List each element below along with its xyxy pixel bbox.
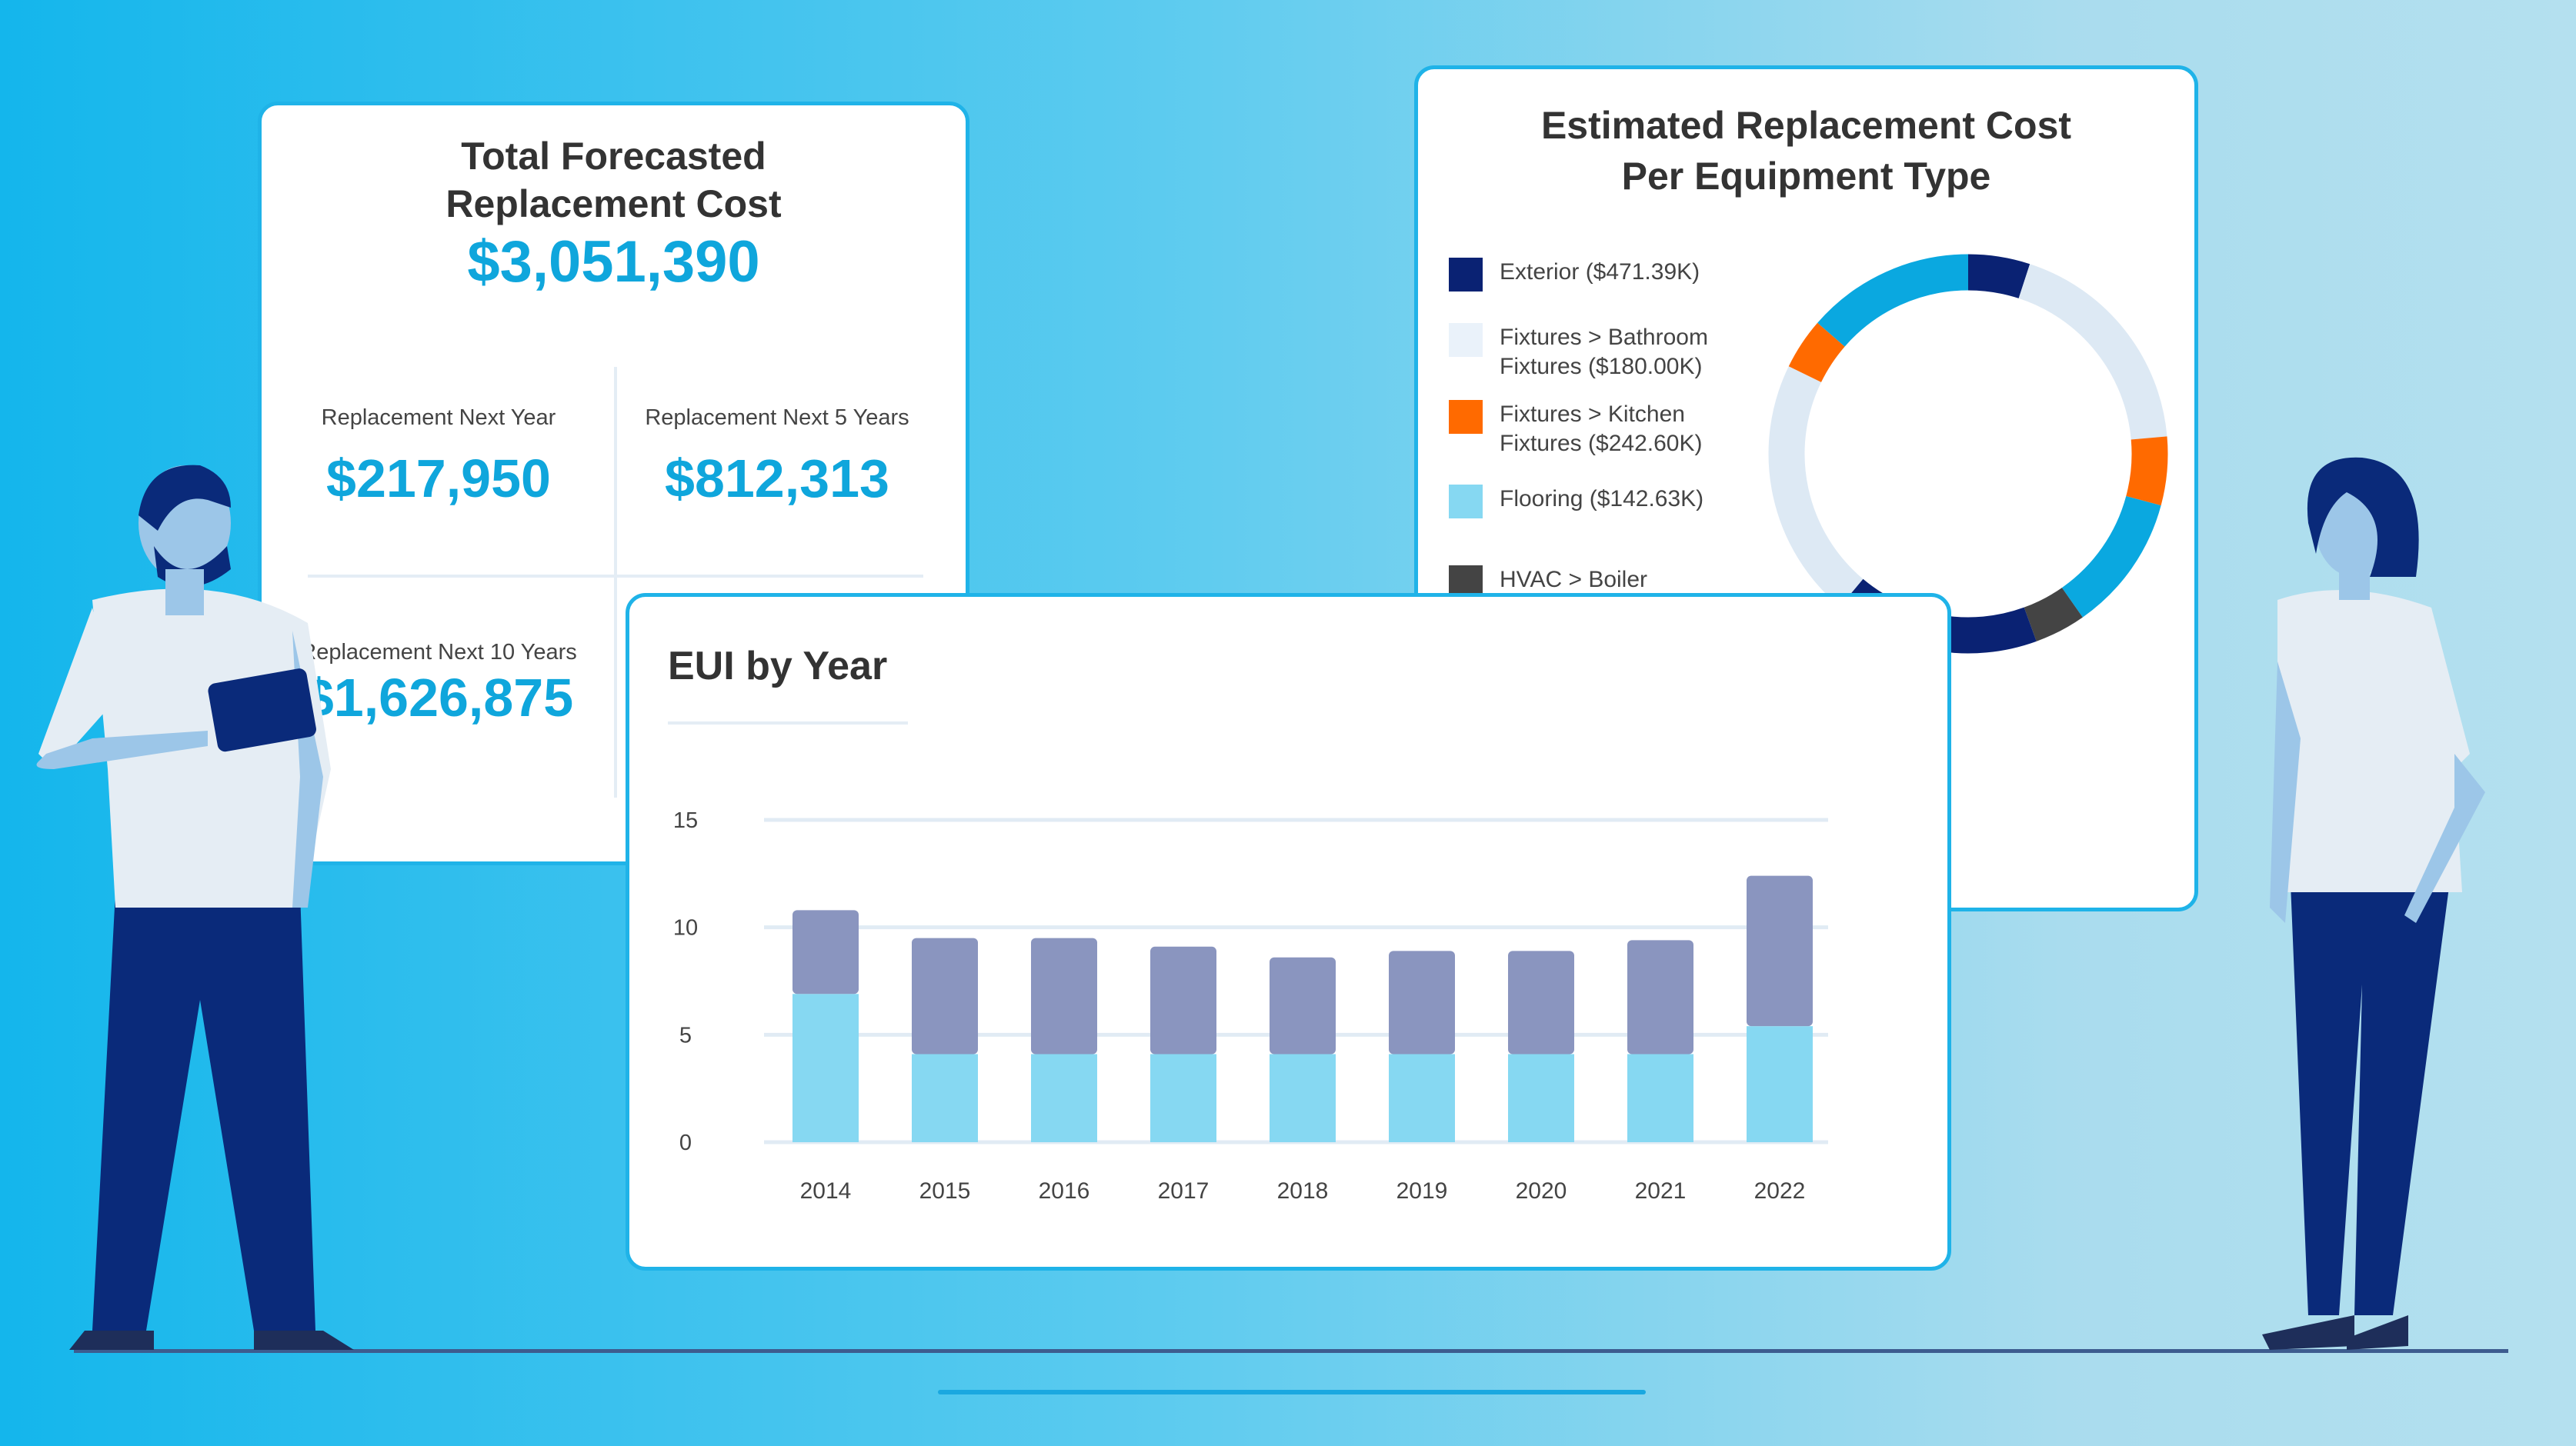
donut-segment	[1967, 254, 2030, 299]
legend-label: Flooring ($142.63K)	[1500, 486, 1704, 511]
bar-segment-2020	[1508, 1054, 1574, 1142]
legend-swatch	[1449, 258, 1483, 292]
progress-line	[938, 1390, 1646, 1394]
bar-segment-2022	[1747, 1026, 1813, 1142]
bar-segment-2018	[1270, 1054, 1336, 1142]
bar-segment-2016	[1031, 938, 1097, 1055]
legend-swatch	[1449, 485, 1483, 518]
y-tick-label: 5	[679, 1023, 692, 1048]
x-tick-label: 2021	[1635, 1178, 1687, 1204]
bar-segment-2015	[912, 1054, 978, 1142]
chart-title: EUI by Year	[668, 644, 888, 688]
bar-segment-2017	[1150, 946, 1216, 1055]
legend-item: Fixtures > Kitchen Fixtures ($242.60K)	[1449, 400, 1702, 458]
card-title-line2: Per Equipment Type	[1621, 155, 1991, 198]
y-tick-label: 15	[673, 808, 698, 833]
total-forecast-card: Total Forecasted Replacement Cost $3,051…	[258, 102, 969, 865]
bar-segment-2022	[1747, 875, 1813, 1027]
card-title-line1: Total Forecasted	[461, 135, 766, 178]
legend-label: Exterior ($471.39K)	[1500, 259, 1700, 285]
x-tick-label: 2016	[1039, 1178, 1090, 1204]
next-5-label: Replacement Next 5 Years	[645, 405, 909, 430]
man-illustration	[36, 465, 354, 1350]
bar-segment-2017	[1150, 1054, 1216, 1142]
donut-segment	[1768, 366, 1864, 607]
donut-segment	[2018, 264, 2167, 440]
legend-item: Exterior ($471.39K)	[1449, 258, 1700, 292]
x-tick-label: 2017	[1158, 1178, 1210, 1204]
x-tick-label: 2022	[1754, 1178, 1806, 1204]
bar-segment-2016	[1031, 1054, 1097, 1142]
legend-label: Fixtures ($180.00K)	[1500, 354, 1703, 379]
card-title-line2: Replacement Cost	[445, 182, 782, 225]
bar-segment-2015	[912, 938, 978, 1055]
title-underline	[668, 721, 908, 725]
next-10-label: Replacement Next 10 Years	[300, 640, 577, 665]
bar-segment-2018	[1270, 957, 1336, 1055]
woman-illustration	[2262, 457, 2485, 1350]
bar-segment-2019	[1389, 1054, 1455, 1142]
bar-segment-2019	[1389, 951, 1455, 1055]
next-year-value: $217,950	[326, 448, 551, 508]
legend-label: HVAC > Boiler	[1500, 567, 1648, 592]
next-year-label: Replacement Next Year	[321, 405, 556, 430]
x-tick-label: 2014	[800, 1178, 852, 1204]
legend-label: Fixtures > Kitchen	[1500, 401, 1685, 427]
bar-segment-2021	[1627, 940, 1693, 1055]
legend-swatch	[1449, 400, 1483, 434]
bar-chart: 0 5 10 15 2014 2015 2016 2017 2018 2019 2020 2021 20…	[673, 808, 1828, 1204]
legend-item: Flooring ($142.63K)	[1449, 485, 1703, 518]
ground-line	[74, 1349, 2508, 1353]
divider-h	[308, 575, 923, 578]
x-tick-label: 2018	[1277, 1178, 1329, 1204]
bar-segment-2021	[1627, 1054, 1693, 1142]
x-tick-label: 2020	[1516, 1178, 1567, 1204]
x-tick-label: 2015	[919, 1178, 971, 1204]
donut-segment	[2024, 587, 2083, 641]
divider-v	[614, 367, 617, 798]
x-tick-label: 2019	[1396, 1178, 1448, 1204]
donut-segment	[1817, 254, 1969, 347]
legend-swatch	[1449, 323, 1483, 357]
y-tick-label: 10	[673, 916, 698, 941]
donut-segment	[2126, 436, 2168, 506]
card-title-line1: Estimated Replacement Cost	[1540, 104, 2072, 147]
y-tick-label: 0	[679, 1131, 692, 1155]
donut-segment	[2061, 495, 2161, 618]
legend-label: Fixtures ($242.60K)	[1500, 431, 1703, 456]
bar-segment-2014	[792, 994, 859, 1142]
legend-label: Fixtures > Bathroom	[1500, 325, 1708, 350]
next-5-value: $812,313	[665, 448, 889, 508]
donut-segment	[1788, 322, 1845, 383]
next-10-value: $1,626,875	[303, 668, 574, 728]
eui-chart-card: EUI by Year 0 5 10 15 2014 2015 2016 2017 2018 20…	[626, 593, 1951, 1271]
bar-segment-2014	[792, 910, 859, 995]
total-value: $3,051,390	[467, 229, 760, 295]
legend-item: Fixtures > Bathroom Fixtures ($180.00K)	[1449, 323, 1708, 381]
bar-segment-2020	[1508, 951, 1574, 1055]
